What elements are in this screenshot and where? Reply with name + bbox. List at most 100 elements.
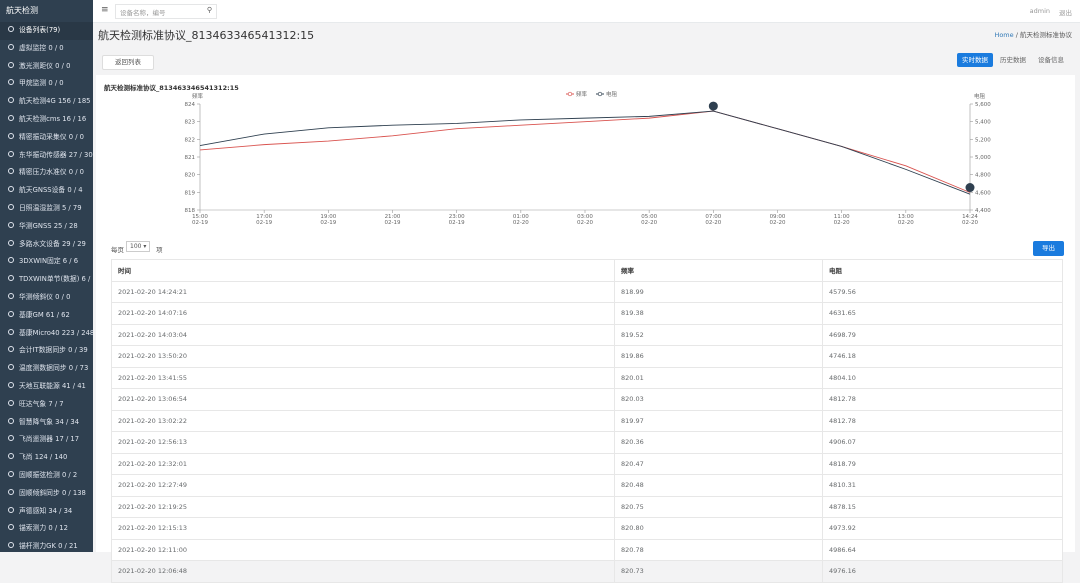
table-cell: 2021-02-20 14:03:04 [111, 323, 615, 346]
logout[interactable]: 退出 [1059, 9, 1072, 17]
sidebar-item[interactable]: 航天检测cms 16 / 16 [0, 111, 93, 129]
sidebar-item[interactable]: 锚杆测力GK 0 / 21 [0, 538, 93, 556]
table-cell: 4818.79 [822, 452, 1063, 475]
table-cell: 820.48 [614, 474, 823, 497]
x-tick-label: 14:24 02-20 [962, 214, 978, 226]
table-cell: 2021-02-20 13:50:20 [111, 345, 615, 368]
page: {"sidebar":{"brand":"航天检测","items":["设备列… [0, 0, 1080, 552]
page-size-select[interactable]: 100 ▾ [126, 241, 151, 252]
page-title: 航天检测标准协议_813463346541312:15 [98, 29, 315, 42]
y-axis-label: 频率 [192, 92, 204, 100]
menu-toggle[interactable]: ≡ [101, 5, 109, 15]
sidebar-item[interactable]: 基康GM 61 / 62 [0, 307, 93, 325]
data-table: 时间 频率 电阻 2021-02-20 14:24:21 818.99 4579.56 20… [111, 259, 1063, 583]
sidebar-item[interactable]: 基康Micro40 223 / 248 [0, 325, 93, 343]
x-tick-label: 13:00 02-20 [898, 214, 914, 226]
sidebar-item[interactable]: 设备列表(79) [0, 22, 93, 40]
x-tick-label: 17:00 02-19 [256, 214, 272, 226]
page-size-prefix: 每页 [111, 246, 124, 254]
table-cell: 2021-02-20 14:24:21 [111, 280, 615, 303]
y2-axis-label: 电阻 [974, 92, 986, 100]
search-icon[interactable]: ⚲ [206, 6, 212, 14]
table-cell: 2021-02-20 12:06:48 [111, 560, 615, 583]
sidebar-item[interactable]: 激光测距仪 0 / 0 [0, 58, 93, 76]
breadcrumb-home[interactable]: Home [994, 31, 1014, 39]
search-placeholder: 设备名称，编号 [120, 9, 166, 17]
legend-label[interactable]: 频率 [576, 90, 588, 98]
table-row: 2021-02-20 14:03:04 819.52 4698.79 [111, 323, 1063, 346]
sidebar-item[interactable]: 会计IT数据同步 0 / 39 [0, 342, 93, 360]
x-tick-label: 23:00 02-19 [449, 214, 465, 226]
table-cell: 4746.18 [822, 345, 1063, 368]
table-row: 2021-02-20 12:27:49 820.48 4810.31 [111, 474, 1063, 497]
table-cell: 4878.15 [822, 495, 1063, 518]
sidebar-item[interactable]: 旺达气象 7 / 7 [0, 396, 93, 414]
table-cell: 4579.56 [822, 280, 1063, 303]
table-row: 2021-02-20 12:56:13 820.36 4906.07 [111, 431, 1063, 454]
table-row: 2021-02-20 12:11:00 820.78 4986.64 [111, 538, 1063, 561]
export-button[interactable]: 导出 [1033, 241, 1064, 256]
sidebar-item[interactable]: 华测GNSS 25 / 28 [0, 218, 93, 236]
sidebar-item[interactable]: 精密振动采集仪 0 / 0 [0, 129, 93, 147]
table-cell: 818.99 [614, 280, 823, 303]
sidebar-item[interactable]: 多路水文设备 29 / 29 [0, 236, 93, 254]
topbar: ≡ 设备名称，编号 ⚲ admin 退出 [93, 0, 1080, 23]
sidebar: 航天检测 设备列表(79) 虚拟监控 0 / 0 激光测距仪 0 / 0 甲烷监测 0… [0, 0, 93, 552]
sidebar-item[interactable]: 甲烷监测 0 / 0 [0, 75, 93, 93]
table-header: 电阻 [822, 259, 1063, 282]
table-cell: 820.03 [614, 388, 823, 411]
sidebar-item[interactable]: 飞尚遥测器 17 / 17 [0, 431, 93, 449]
y2-tick-label: 5,600 [975, 102, 991, 108]
x-tick-label: 21:00 02-19 [385, 214, 401, 226]
sidebar-item[interactable]: 航天GNSS设备 0 / 4 [0, 182, 93, 200]
table-cell: 819.86 [614, 345, 823, 368]
table-cell: 4976.16 [822, 560, 1063, 583]
sidebar-item[interactable]: 东华振动传感器 27 / 30 [0, 147, 93, 165]
sidebar-item[interactable]: 固顺振弦检测 0 / 2 [0, 467, 93, 485]
table-cell: 820.80 [614, 517, 823, 540]
sidebar-item[interactable]: 温度测数据同步 0 / 73 [0, 360, 93, 378]
table-cell: 4986.64 [822, 538, 1063, 561]
table-cell: 819.52 [614, 323, 823, 346]
sidebar-item[interactable]: 锚索测力 0 / 12 [0, 520, 93, 538]
user-name[interactable]: admin [1029, 7, 1050, 15]
search-box[interactable]: 设备名称，编号 ⚲ [115, 4, 217, 19]
sidebar-item[interactable]: 航天检测4G 156 / 185 [0, 93, 93, 111]
y-tick-label: 824 [185, 102, 196, 108]
x-tick-label: 19:00 02-19 [320, 214, 336, 226]
sidebar-item[interactable]: 天地互联能源 41 / 41 [0, 378, 93, 396]
tab[interactable]: 设备信息 [1038, 56, 1064, 64]
sidebar-item[interactable]: 固顺倾斜同步 0 / 138 [0, 485, 93, 503]
tab[interactable]: 历史数据 [1000, 56, 1026, 64]
x-tick-label: 09:00 02-20 [770, 214, 786, 226]
sidebar-item[interactable]: 3DXWIN固定 6 / 6 [0, 253, 93, 271]
sidebar-item[interactable]: 华测倾斜仪 0 / 0 [0, 289, 93, 307]
table-cell: 2021-02-20 13:02:22 [111, 409, 615, 432]
table-header: 时间 [111, 259, 615, 282]
breadcrumb-current: 航天检测标准协议 [1020, 31, 1072, 39]
page-size-suffix: 项 [156, 246, 163, 254]
table-cell: 4906.07 [822, 431, 1063, 454]
x-tick-label: 15:00 02-19 [192, 214, 208, 226]
sidebar-item[interactable]: 飞尚 124 / 140 [0, 449, 93, 467]
table-row: 2021-02-20 12:06:48 820.73 4976.16 [111, 560, 1063, 583]
legend-marker [567, 91, 573, 97]
y2-tick-label: 4,800 [975, 173, 991, 179]
point-pin [965, 183, 975, 193]
sidebar-item[interactable]: 日照温湿监测 5 / 79 [0, 200, 93, 218]
sidebar-item[interactable]: 虚拟监控 0 / 0 [0, 40, 93, 58]
breadcrumb: Home / 航天检测标准协议 [994, 29, 1072, 39]
sidebar-item[interactable]: 智慧降气象 34 / 34 [0, 414, 93, 432]
legend-marker [597, 91, 603, 97]
y-tick-label: 822 [185, 137, 196, 143]
sidebar-item[interactable]: 精密压力水准仪 0 / 0 [0, 164, 93, 182]
brand: 航天检测 [6, 6, 38, 15]
table-cell: 2021-02-20 12:56:13 [111, 431, 615, 454]
sidebar-item[interactable]: TDXWIN单节(数据) 6 / 7 [0, 271, 93, 289]
table-row: 2021-02-20 12:15:13 820.80 4973.92 [111, 517, 1063, 540]
legend-label[interactable]: 电阻 [606, 90, 618, 98]
tab[interactable]: 实时数据 [957, 53, 993, 67]
table-cell: 2021-02-20 12:27:49 [111, 474, 615, 497]
sidebar-item[interactable]: 声德感知 34 / 34 [0, 503, 93, 521]
back-button[interactable]: 返回列表 [102, 55, 154, 70]
